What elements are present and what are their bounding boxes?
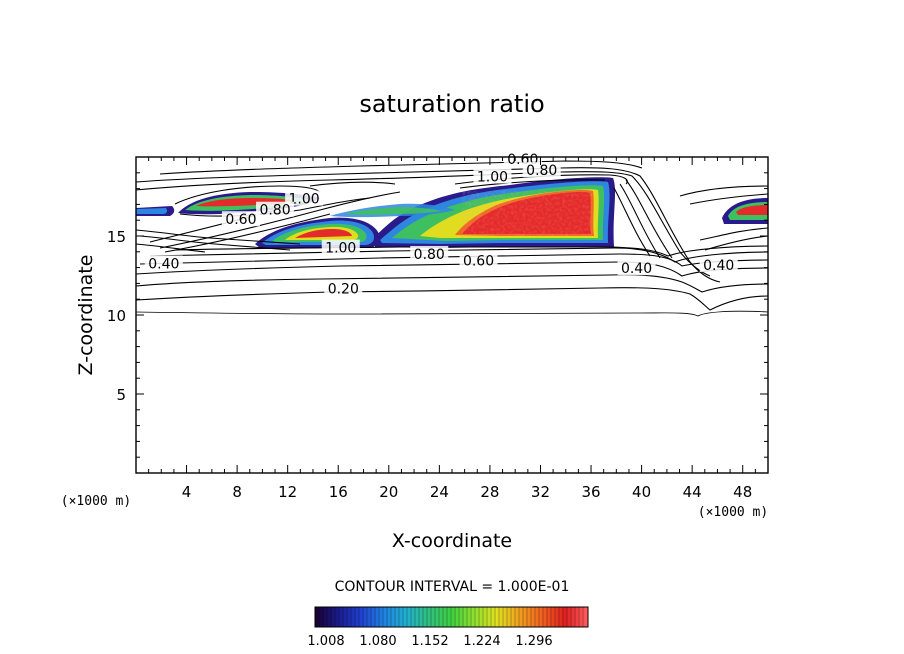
contour-label: 0.80	[259, 203, 290, 219]
contour-label-bg	[285, 190, 324, 206]
contour-label-bg	[221, 211, 260, 227]
contour-label: 1.00	[289, 192, 320, 208]
contour-label: 1.00	[477, 170, 508, 186]
colorbar-tick-label: 1.296	[515, 634, 552, 649]
x-axis-label: X-coordinate	[392, 530, 512, 552]
x-unit-label: (×1000 m)	[698, 505, 768, 520]
x-tick-label: 32	[531, 483, 550, 501]
x-tick-labels: 4 8 12 16 20 24 28 32 36 40 44 48	[182, 483, 752, 501]
contour-label: 0.80	[526, 163, 557, 179]
axis-ticks	[136, 157, 768, 473]
contour-label-bg	[144, 255, 183, 271]
contour-labels: 0.600.801.001.000.800.600.401.00 0.80 0.60…	[144, 151, 738, 298]
colorbar-tick-label: 1.224	[463, 634, 500, 649]
contour-label: 0.60	[463, 253, 494, 269]
contour-label: 0.80	[414, 247, 445, 263]
x-tick-label: 44	[683, 483, 702, 501]
colorbar-tick-label: 1.152	[411, 634, 448, 649]
contour-label-bg	[473, 168, 512, 184]
contour-label-bg	[459, 252, 498, 268]
contour-label: 0.40	[621, 261, 652, 277]
contour-label-bg	[410, 245, 449, 261]
colorbar: 1.008 1.080 1.152 1.224 1.296	[307, 606, 589, 649]
contour-label: 0.40	[148, 256, 179, 272]
contour-label-bg	[522, 162, 561, 178]
x-tick-label: 28	[480, 483, 499, 501]
x-tick-label: 16	[329, 483, 348, 501]
contour-label-bg	[617, 260, 656, 276]
contour-label: 1.00	[325, 241, 356, 257]
contour-interval-text: CONTOUR INTERVAL = 1.000E-01	[335, 579, 570, 595]
y-unit-label: (×1000 m)	[61, 494, 131, 509]
contour-label-bg	[321, 239, 360, 255]
contour-label: 0.40	[703, 258, 734, 274]
x-tick-label: 12	[278, 483, 297, 501]
colorbar-tick-label: 1.080	[359, 634, 396, 649]
colorbar-frame	[314, 606, 589, 628]
colorbar-stripes	[318, 607, 584, 627]
x-tick-label: 20	[379, 483, 398, 501]
chart-title: saturation ratio	[359, 90, 544, 118]
contour-label-bg	[324, 280, 363, 296]
y-tick-label: 15	[107, 228, 126, 246]
y-tick-label: 5	[116, 386, 126, 404]
contour-label-bg	[256, 201, 295, 217]
x-tick-label: 24	[430, 483, 449, 501]
contour-label-bg	[699, 257, 738, 273]
colorbar-labels: 1.008 1.080 1.152 1.224 1.296	[307, 634, 552, 649]
y-tick-labels: 5 10 15	[107, 228, 126, 404]
x-tick-label: 48	[733, 483, 752, 501]
y-axis-label: Z-coordinate	[75, 255, 97, 376]
contour-label: 0.60	[225, 212, 256, 228]
x-tick-label: 8	[232, 483, 242, 501]
colorbar-tick-label: 1.008	[307, 634, 344, 649]
x-tick-label: 36	[581, 483, 600, 501]
y-tick-label: 10	[107, 307, 126, 325]
contour-label: 0.20	[328, 282, 359, 298]
x-tick-label: 4	[182, 483, 192, 501]
saturation-fill	[136, 177, 768, 248]
x-tick-label: 40	[632, 483, 651, 501]
colorbar-fill	[315, 607, 588, 627]
